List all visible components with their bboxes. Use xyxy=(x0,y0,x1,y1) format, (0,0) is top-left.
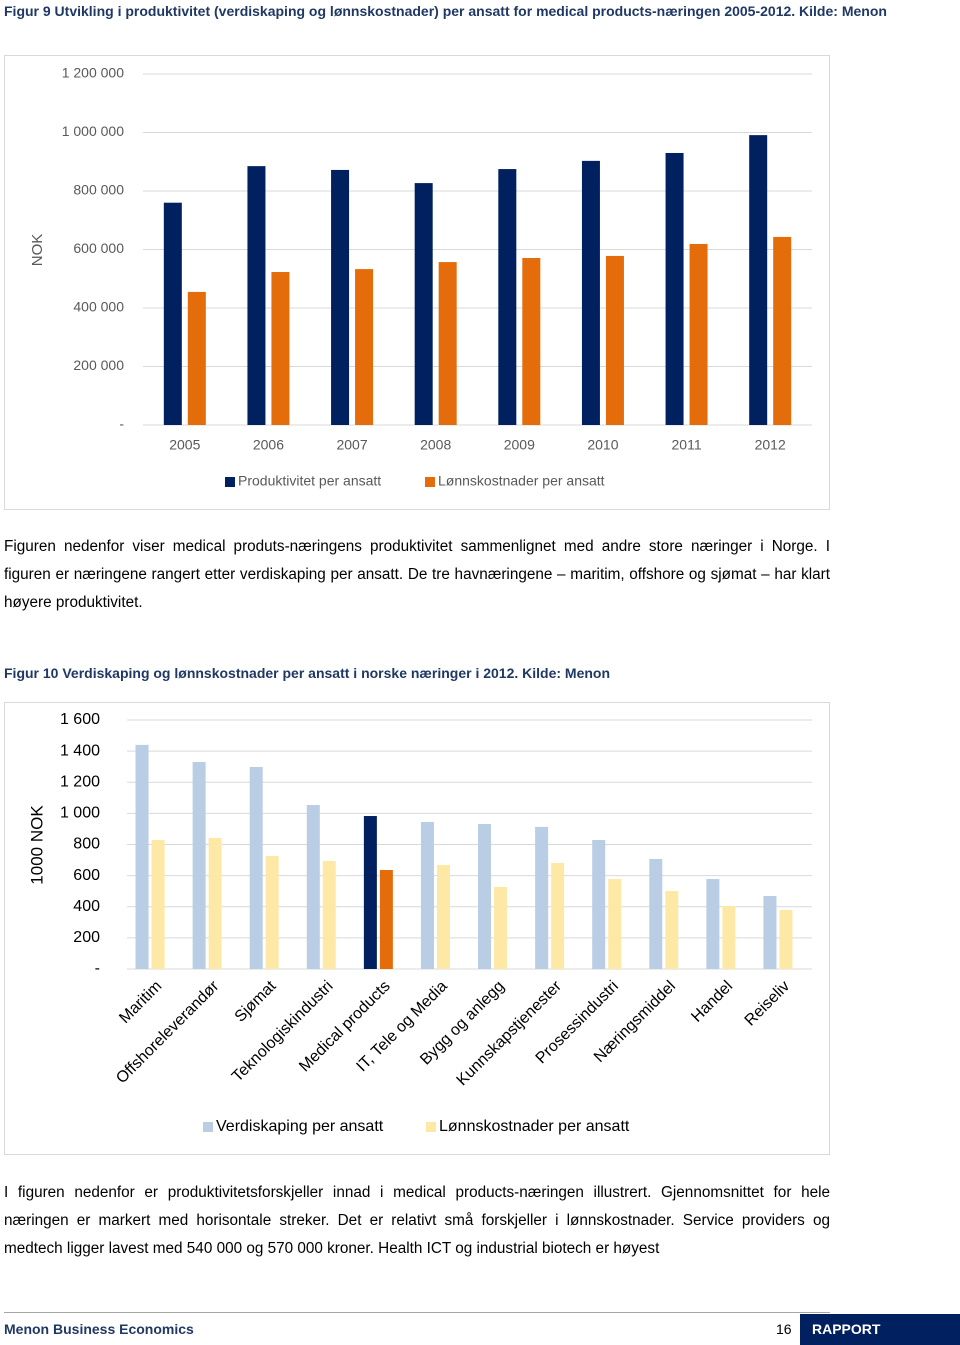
chart: - 200 000 400 000 600 000 800 000 1 000 000 1 … xyxy=(4,55,830,510)
bar xyxy=(478,823,492,969)
bar xyxy=(551,863,565,969)
y-tick-label: 600 000 xyxy=(73,240,124,256)
y-tick-label: 400 000 xyxy=(73,299,124,315)
x-tick-label: 2008 xyxy=(420,437,451,453)
bar xyxy=(665,152,684,425)
y-tick-label: 1 600 xyxy=(60,711,100,728)
bar xyxy=(306,804,320,969)
x-tick-label: 2006 xyxy=(253,437,284,453)
legend-label: Produktivitet per ansatt xyxy=(238,473,381,489)
legend-label: Lønnskostnader per ansatt xyxy=(438,473,605,489)
x-tick-label: 2007 xyxy=(336,437,367,453)
y-tick-label: 800 000 xyxy=(73,182,124,198)
figure-caption: Figur 9 Utvikling i produktivitet (verdi… xyxy=(4,3,887,19)
bar xyxy=(192,762,206,969)
bar xyxy=(322,860,336,969)
footer-label: RAPPORT xyxy=(812,1321,881,1337)
y-tick-label: 200 000 xyxy=(73,357,124,373)
x-tick-label: 2011 xyxy=(672,437,702,453)
bar xyxy=(649,858,663,969)
y-axis-label: NOK xyxy=(29,234,46,267)
bar xyxy=(749,135,768,425)
bar xyxy=(249,766,263,969)
chart-frame xyxy=(4,702,830,1155)
bar xyxy=(722,905,736,969)
footer-company: Menon Business Economics xyxy=(4,1321,194,1337)
bar xyxy=(706,879,720,969)
paragraph: Figuren nedenfor viser medical produts-n… xyxy=(4,538,830,611)
bar xyxy=(379,870,393,969)
y-tick-label: 1 200 000 xyxy=(62,65,124,81)
legend-swatch xyxy=(203,1122,213,1132)
y-tick-label: 1 200 xyxy=(60,773,100,790)
legend-swatch xyxy=(426,1122,436,1132)
bar xyxy=(208,837,222,969)
y-tick-label: 1 000 000 xyxy=(62,123,124,139)
legend-label: Lønnskostnader per ansatt xyxy=(439,1118,630,1135)
y-tick-label: 200 xyxy=(73,929,100,946)
bar xyxy=(265,856,279,969)
bar xyxy=(494,886,508,969)
bar xyxy=(592,839,606,969)
bar xyxy=(355,269,374,425)
x-tick-label: 2009 xyxy=(504,437,535,453)
bar xyxy=(581,160,600,425)
x-tick-label: 2010 xyxy=(587,437,618,453)
bar xyxy=(331,169,350,425)
y-tick-label: 1 400 xyxy=(60,742,100,759)
bar xyxy=(363,816,377,969)
bar xyxy=(763,896,777,969)
bar xyxy=(420,821,434,969)
y-axis-label: 1000 NOK xyxy=(27,805,46,885)
figure-caption: Figur 10 Verdiskaping og lønnskostnader … xyxy=(4,665,611,681)
bar xyxy=(438,262,457,425)
x-tick-label: 2005 xyxy=(169,437,200,453)
y-tick-label: - xyxy=(95,960,100,977)
bar xyxy=(436,865,450,969)
y-tick-label: 600 xyxy=(73,867,100,884)
bar xyxy=(665,891,679,969)
bar xyxy=(522,257,541,425)
bar xyxy=(779,910,793,969)
bar xyxy=(498,169,517,425)
legend-label: Verdiskaping per ansatt xyxy=(216,1118,384,1135)
x-tick-label: 2012 xyxy=(755,437,786,453)
bar xyxy=(689,243,708,425)
bar xyxy=(187,291,206,425)
bar xyxy=(151,839,165,969)
y-tick-label: 1 000 xyxy=(60,805,100,822)
legend-swatch xyxy=(425,477,435,487)
footer-rule xyxy=(4,1312,830,1313)
bar xyxy=(605,255,624,425)
bar xyxy=(535,826,549,969)
bar xyxy=(773,236,792,425)
bar xyxy=(163,202,182,425)
y-tick-label: 800 xyxy=(73,836,100,853)
bar xyxy=(247,166,266,425)
paragraph: I figuren nedenfor er produktivitetsfors… xyxy=(4,1184,830,1257)
bar xyxy=(414,183,433,425)
bar xyxy=(135,744,149,969)
footer-band xyxy=(800,1314,960,1345)
bar xyxy=(271,272,290,425)
page-number: 16 xyxy=(776,1321,792,1337)
y-tick-label: 400 xyxy=(73,898,100,915)
legend-swatch xyxy=(225,477,235,487)
y-tick-label: - xyxy=(119,416,124,432)
bar xyxy=(608,879,622,969)
